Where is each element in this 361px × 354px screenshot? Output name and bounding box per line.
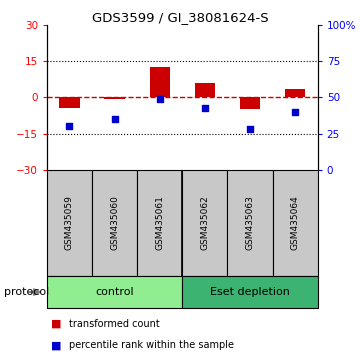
Bar: [149, 67, 170, 97]
Bar: [227, 170, 273, 276]
Text: percentile rank within the sample: percentile rank within the sample: [69, 340, 234, 350]
Bar: [273, 170, 318, 276]
Bar: [59, 97, 80, 108]
Bar: [285, 89, 305, 97]
Text: control: control: [95, 287, 134, 297]
Bar: [182, 276, 318, 308]
Text: GSM435062: GSM435062: [200, 196, 209, 250]
Text: GSM435059: GSM435059: [65, 195, 74, 251]
Text: protocol: protocol: [4, 287, 49, 297]
Bar: [92, 170, 137, 276]
Bar: [240, 97, 260, 109]
Text: GSM435061: GSM435061: [155, 195, 164, 251]
Text: ■: ■: [51, 319, 61, 329]
Point: [157, 96, 162, 102]
Text: GSM435064: GSM435064: [291, 196, 300, 250]
Text: GSM435060: GSM435060: [110, 195, 119, 251]
Point: [292, 109, 298, 115]
Text: GDS3599 / GI_38081624-S: GDS3599 / GI_38081624-S: [92, 11, 269, 24]
Bar: [137, 170, 182, 276]
Point: [67, 124, 73, 129]
Text: Eset depletion: Eset depletion: [210, 287, 290, 297]
Bar: [104, 97, 125, 98]
Text: transformed count: transformed count: [69, 319, 159, 329]
Point: [112, 116, 118, 122]
Text: ■: ■: [51, 340, 61, 350]
Point: [202, 105, 208, 110]
Bar: [47, 276, 182, 308]
Bar: [47, 170, 92, 276]
Text: GSM435063: GSM435063: [245, 195, 255, 251]
Point: [247, 126, 253, 132]
Bar: [182, 170, 227, 276]
Bar: [195, 83, 215, 97]
